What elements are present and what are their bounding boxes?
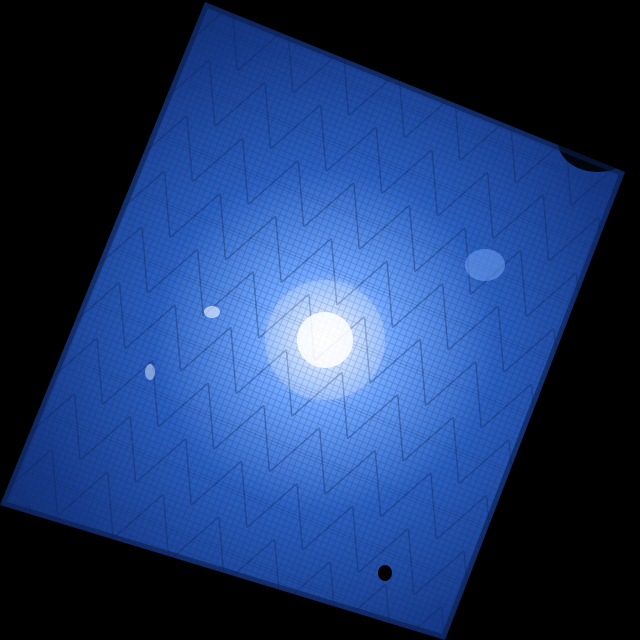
hole-dark-spot <box>378 565 392 581</box>
light-spot <box>465 249 505 281</box>
light-spot <box>145 364 155 380</box>
light-spot <box>204 306 220 318</box>
light-highlight <box>297 312 353 368</box>
